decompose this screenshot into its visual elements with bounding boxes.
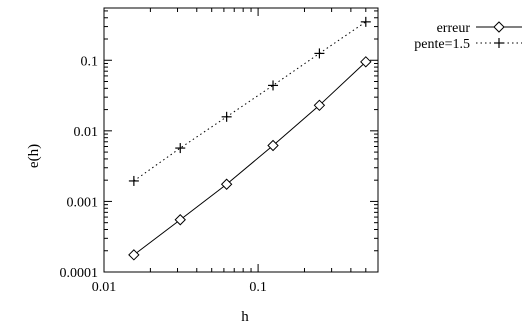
legend-label: erreur [437,21,471,36]
legend-marker [494,38,504,48]
series-erreur [128,56,372,261]
legend-item: erreur [437,21,522,36]
plot-frame [103,7,379,273]
x-axis-label: h [241,309,249,325]
y-tick-label: 0.001 [67,195,99,210]
y-axis-label: e(h) [26,144,42,168]
plus-marker [360,16,371,27]
x-tick-label: 0.01 [92,280,117,295]
series-line [133,61,367,256]
series-group [128,16,372,261]
plus-marker [128,175,139,186]
diamond-marker [313,99,326,112]
legend-item: pente=1.5 [414,37,522,52]
plus-marker [314,48,325,59]
y-tick-label: 0.01 [74,125,99,140]
series-line [133,21,367,182]
y-tick-label: 0.1 [81,54,99,69]
y-tick-label: 0.0001 [60,266,99,281]
x-tick-label: 0.1 [249,280,267,295]
plus-marker [221,111,232,122]
diamond-marker [220,178,233,190]
series-pente [128,16,371,186]
plus-marker [268,80,279,91]
diamond-marker [174,214,186,226]
plot-frame-group [103,7,379,273]
axis-ticks-group: 0.01 0.1 0.0001 0.001 0.01 0.1 [60,8,379,295]
diamond-marker [360,56,372,68]
legend-marker [493,21,505,33]
diamond-marker [128,249,140,261]
legend-label: pente=1.5 [414,37,470,52]
plus-marker [175,143,186,154]
axis-labels-group: h e(h) [26,144,249,325]
diamond-marker [267,139,279,152]
